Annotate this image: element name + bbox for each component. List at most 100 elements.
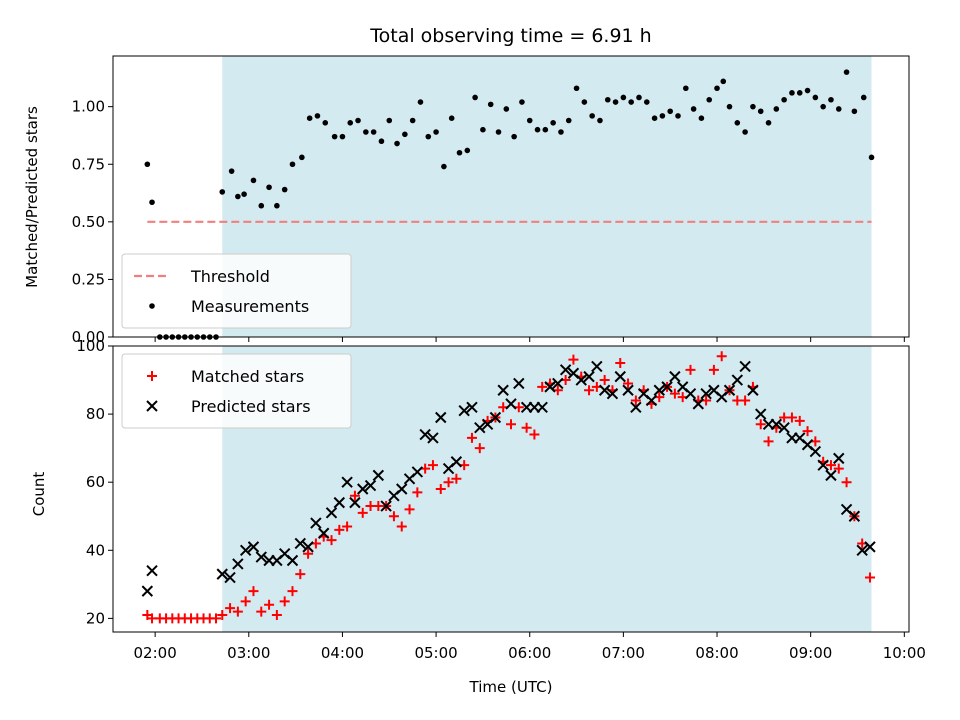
matched-star-point <box>630 395 641 406</box>
measurement-point <box>250 177 257 184</box>
predicted-star-point <box>286 554 299 567</box>
measurement-point <box>394 140 400 147</box>
x-tick-label: 09:00 <box>789 644 832 662</box>
measurement-point <box>274 202 280 209</box>
y-tick-label: 1.00 <box>72 98 105 116</box>
matched-star-point <box>669 388 680 399</box>
measurement-point <box>868 154 875 161</box>
x-tick-label: 08:00 <box>695 644 738 662</box>
predicted-star-point <box>341 476 353 488</box>
matched-star-point <box>466 432 477 443</box>
matched-star-point <box>357 507 368 518</box>
matched-star-point <box>506 419 516 430</box>
measurement-point <box>258 202 265 209</box>
measurement-point <box>433 129 439 135</box>
matched-star-point <box>833 463 844 474</box>
matched-star-point <box>443 477 454 488</box>
predicted-star-point <box>645 394 658 407</box>
predicted-star-point <box>146 565 158 577</box>
x-tick-label: 10:00 <box>883 644 926 662</box>
predicted-star-point <box>559 364 572 376</box>
predicted-star-point <box>497 384 509 396</box>
measurement-point <box>651 115 658 121</box>
measurement-point <box>322 119 329 126</box>
matched-star-point <box>740 395 751 406</box>
predicted-star-point <box>255 551 267 563</box>
matched-star-point <box>584 385 595 396</box>
x-tick-label: 07:00 <box>602 644 645 662</box>
measurement-point <box>503 106 510 112</box>
matched-star-point <box>225 603 236 614</box>
measurement-point <box>698 115 705 121</box>
predicted-star-point <box>606 387 619 400</box>
matched-star-point <box>521 422 532 433</box>
measurement-point <box>683 85 689 92</box>
matched-star-point <box>802 426 813 437</box>
predicted-star-point <box>614 370 626 383</box>
predicted-star-point <box>723 384 736 396</box>
x-tick-label: 02:00 <box>134 644 177 662</box>
legend-entry-label: Matched stars <box>191 367 304 386</box>
matched-star-point <box>763 436 774 447</box>
measurement-point <box>464 147 471 154</box>
measurement-point <box>690 106 697 112</box>
measurement-point <box>812 94 819 101</box>
legend-box <box>121 253 352 329</box>
predicted-star-point <box>817 459 829 471</box>
matched-star-point <box>412 487 423 498</box>
predicted-star-point <box>232 558 244 570</box>
measurement-point <box>144 161 151 168</box>
predicted-star-point <box>474 422 486 434</box>
bottom-panel-counts: 20 40 60 80 100 02:00 03:00 04:00 05:00 06:00 07:0… <box>30 337 926 662</box>
predicted-star-point <box>622 384 634 396</box>
predicted-star-point <box>505 398 517 410</box>
matched-star-point <box>755 419 766 430</box>
matched-star-point <box>794 415 805 426</box>
matched-star-point <box>404 504 415 515</box>
measurement-point <box>720 78 727 85</box>
measurement-point <box>789 90 795 96</box>
measurement-point <box>363 129 369 135</box>
predicted-star-point <box>770 418 783 431</box>
measurement-point <box>370 129 377 135</box>
predicted-star-point <box>536 401 548 413</box>
measurement-point <box>417 99 424 105</box>
axes-frame <box>112 345 910 633</box>
matched-star-point <box>295 569 306 580</box>
measurement-point <box>820 103 826 110</box>
measurement-point <box>219 189 226 195</box>
legend: Threshold Measurements <box>121 253 352 329</box>
measurement-point <box>149 199 155 206</box>
predicted-star-point <box>419 428 431 441</box>
predicted-star-point <box>544 381 556 393</box>
predicted-star-point <box>692 398 705 410</box>
matched-star-point <box>786 412 797 423</box>
predicted-star-point <box>864 541 876 553</box>
measurement-point <box>472 94 478 101</box>
matched-star-point <box>685 364 696 375</box>
matched-star-point <box>474 443 485 454</box>
predicted-star-point <box>669 370 681 383</box>
predicted-star-point <box>684 387 697 400</box>
measurement-point <box>228 168 235 174</box>
predicted-star-point <box>458 404 470 417</box>
predicted-star-point <box>411 466 424 478</box>
matched-star-point <box>708 364 719 375</box>
predicted-star-point <box>325 507 338 519</box>
x-tick-label: 03:00 <box>227 644 270 662</box>
series-matched-stars <box>142 351 875 624</box>
predicted-star-point <box>739 360 751 373</box>
matched-star-point <box>568 354 579 365</box>
predicted-star-point <box>809 445 822 458</box>
measurement-point <box>765 119 772 126</box>
measurement-point <box>339 133 346 140</box>
y-tick-label: 0.00 <box>72 328 105 346</box>
matched-star-point <box>841 477 852 488</box>
measurement-point <box>409 117 416 124</box>
matched-star-point <box>396 521 407 532</box>
matched-star-point <box>825 460 836 471</box>
measurement-point <box>667 108 673 115</box>
predicted-star-point <box>653 384 665 396</box>
measurement-point <box>581 99 588 105</box>
